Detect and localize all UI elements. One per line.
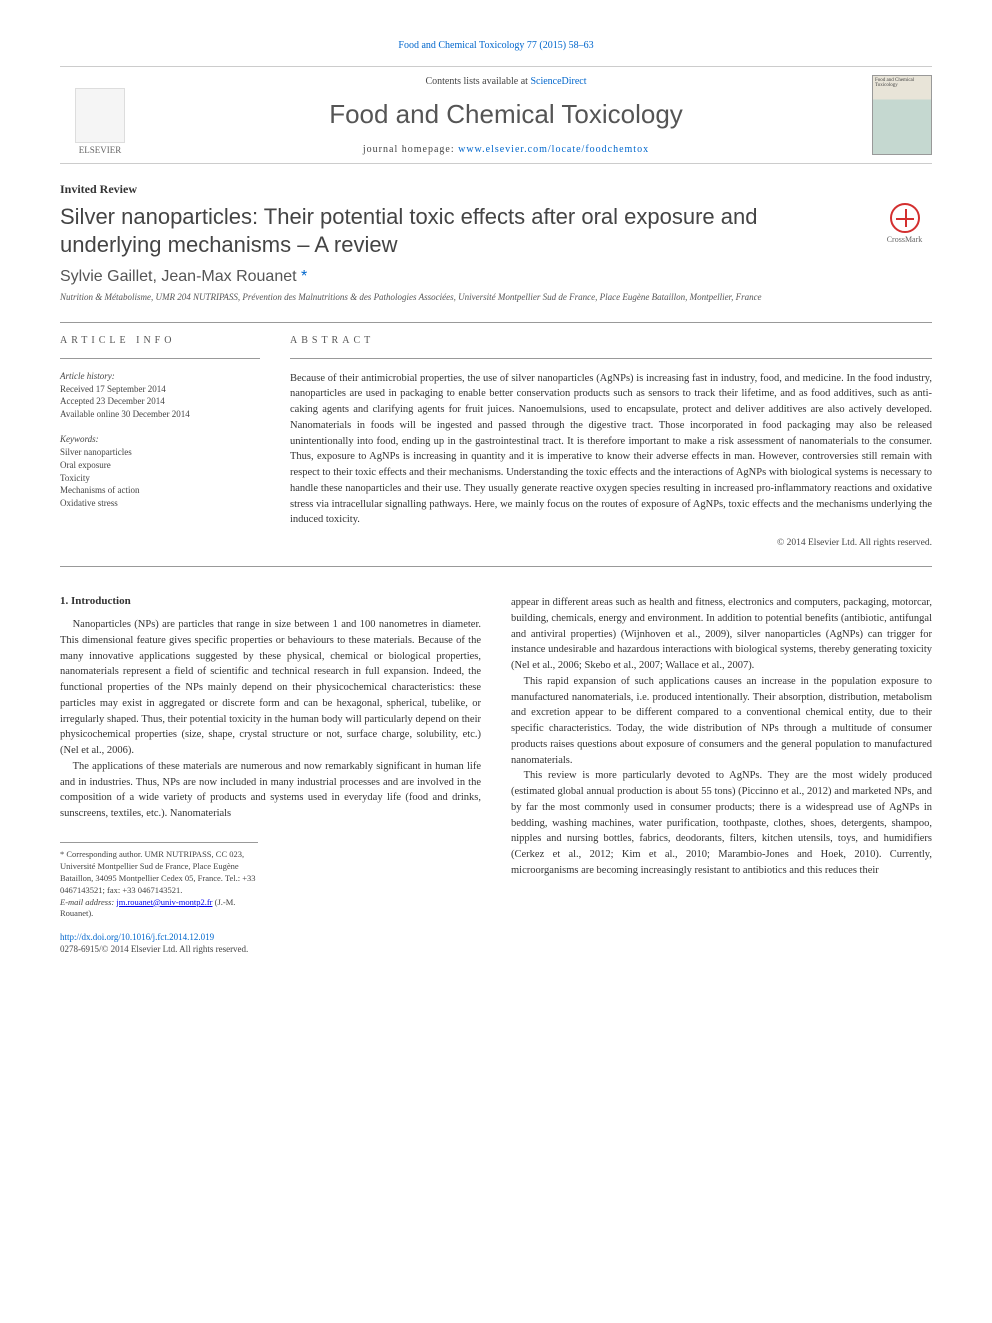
journal-homepage: journal homepage: www.elsevier.com/locat… [160, 144, 852, 155]
keyword: Silver nanoparticles [60, 446, 260, 459]
article-title: Silver nanoparticles: Their potential to… [60, 203, 847, 258]
masthead: ELSEVIER Contents lists available at Sci… [60, 66, 932, 164]
history-accepted: Accepted 23 December 2014 [60, 395, 260, 408]
keyword: Oxidative stress [60, 497, 260, 510]
doi-block: http://dx.doi.org/10.1016/j.fct.2014.12.… [60, 932, 481, 955]
issn-copyright: 0278-6915/© 2014 Elsevier Ltd. All right… [60, 944, 248, 954]
article-info-label: ARTICLE INFO [60, 335, 260, 346]
divider [60, 358, 260, 359]
abstract-text: Because of their antimicrobial propertie… [290, 371, 932, 529]
section-1-heading: 1. Introduction [60, 595, 481, 607]
masthead-center: Contents lists available at ScienceDirec… [160, 76, 852, 155]
corresponding-marker: * [301, 268, 307, 285]
history-received: Received 17 September 2014 [60, 383, 260, 396]
body-column-right: appear in different areas such as health… [511, 595, 932, 955]
divider [290, 358, 932, 359]
abstract-copyright: © 2014 Elsevier Ltd. All rights reserved… [290, 538, 932, 548]
email-link[interactable]: jm.rouanet@univ-montp2.fr [116, 897, 212, 907]
journal-title: Food and Chemical Toxicology [160, 99, 852, 130]
keyword: Oral exposure [60, 459, 260, 472]
email-label: E-mail address: [60, 897, 116, 907]
crossmark-icon [890, 203, 920, 233]
article-type: Invited Review [60, 182, 932, 197]
journal-cover-thumbnail: Food and Chemical Toxicology [872, 75, 932, 155]
body-paragraph: This review is more particularly devoted… [511, 768, 932, 878]
elsevier-tree-icon [75, 88, 125, 143]
article-info-column: ARTICLE INFO Article history: Received 1… [60, 335, 260, 549]
history-online: Available online 30 December 2014 [60, 408, 260, 421]
body-paragraph: appear in different areas such as health… [511, 595, 932, 674]
keyword: Mechanisms of action [60, 484, 260, 497]
corresponding-author-footnote: * Corresponding author. UMR NUTRIPASS, C… [60, 842, 258, 920]
body-column-left: 1. Introduction Nanoparticles (NPs) are … [60, 595, 481, 955]
abstract-column: ABSTRACT Because of their antimicrobial … [290, 335, 932, 549]
keywords-label: Keywords: [60, 434, 260, 444]
affiliation: Nutrition & Métabolisme, UMR 204 NUTRIPA… [60, 292, 932, 304]
author-2: Jean-Max Rouanet [161, 268, 301, 285]
keyword: Toxicity [60, 472, 260, 485]
running-header: Food and Chemical Toxicology 77 (2015) 5… [60, 40, 932, 51]
history-label: Article history: [60, 371, 260, 381]
homepage-prefix: journal homepage: [363, 144, 458, 155]
publisher-name: ELSEVIER [79, 145, 122, 155]
divider [60, 322, 932, 323]
sciencedirect-link[interactable]: ScienceDirect [530, 76, 586, 87]
divider [60, 566, 932, 567]
author-list: Sylvie Gaillet, Jean-Max Rouanet * [60, 268, 932, 286]
body-paragraph: This rapid expansion of such application… [511, 674, 932, 769]
crossmark-label: CrossMark [887, 235, 923, 244]
body-paragraph: Nanoparticles (NPs) are particles that r… [60, 617, 481, 759]
doi-link[interactable]: http://dx.doi.org/10.1016/j.fct.2014.12.… [60, 932, 214, 942]
publisher-logo: ELSEVIER [60, 75, 140, 155]
contents-prefix: Contents lists available at [425, 76, 530, 87]
corr-text: * Corresponding author. UMR NUTRIPASS, C… [60, 849, 258, 897]
contents-available: Contents lists available at ScienceDirec… [160, 76, 852, 87]
abstract-label: ABSTRACT [290, 335, 932, 346]
author-1: Sylvie Gaillet, [60, 268, 161, 285]
body-two-column: 1. Introduction Nanoparticles (NPs) are … [60, 595, 932, 955]
body-paragraph: The applications of these materials are … [60, 759, 481, 822]
crossmark-badge[interactable]: CrossMark [877, 203, 932, 248]
homepage-link[interactable]: www.elsevier.com/locate/foodchemtox [458, 144, 649, 155]
